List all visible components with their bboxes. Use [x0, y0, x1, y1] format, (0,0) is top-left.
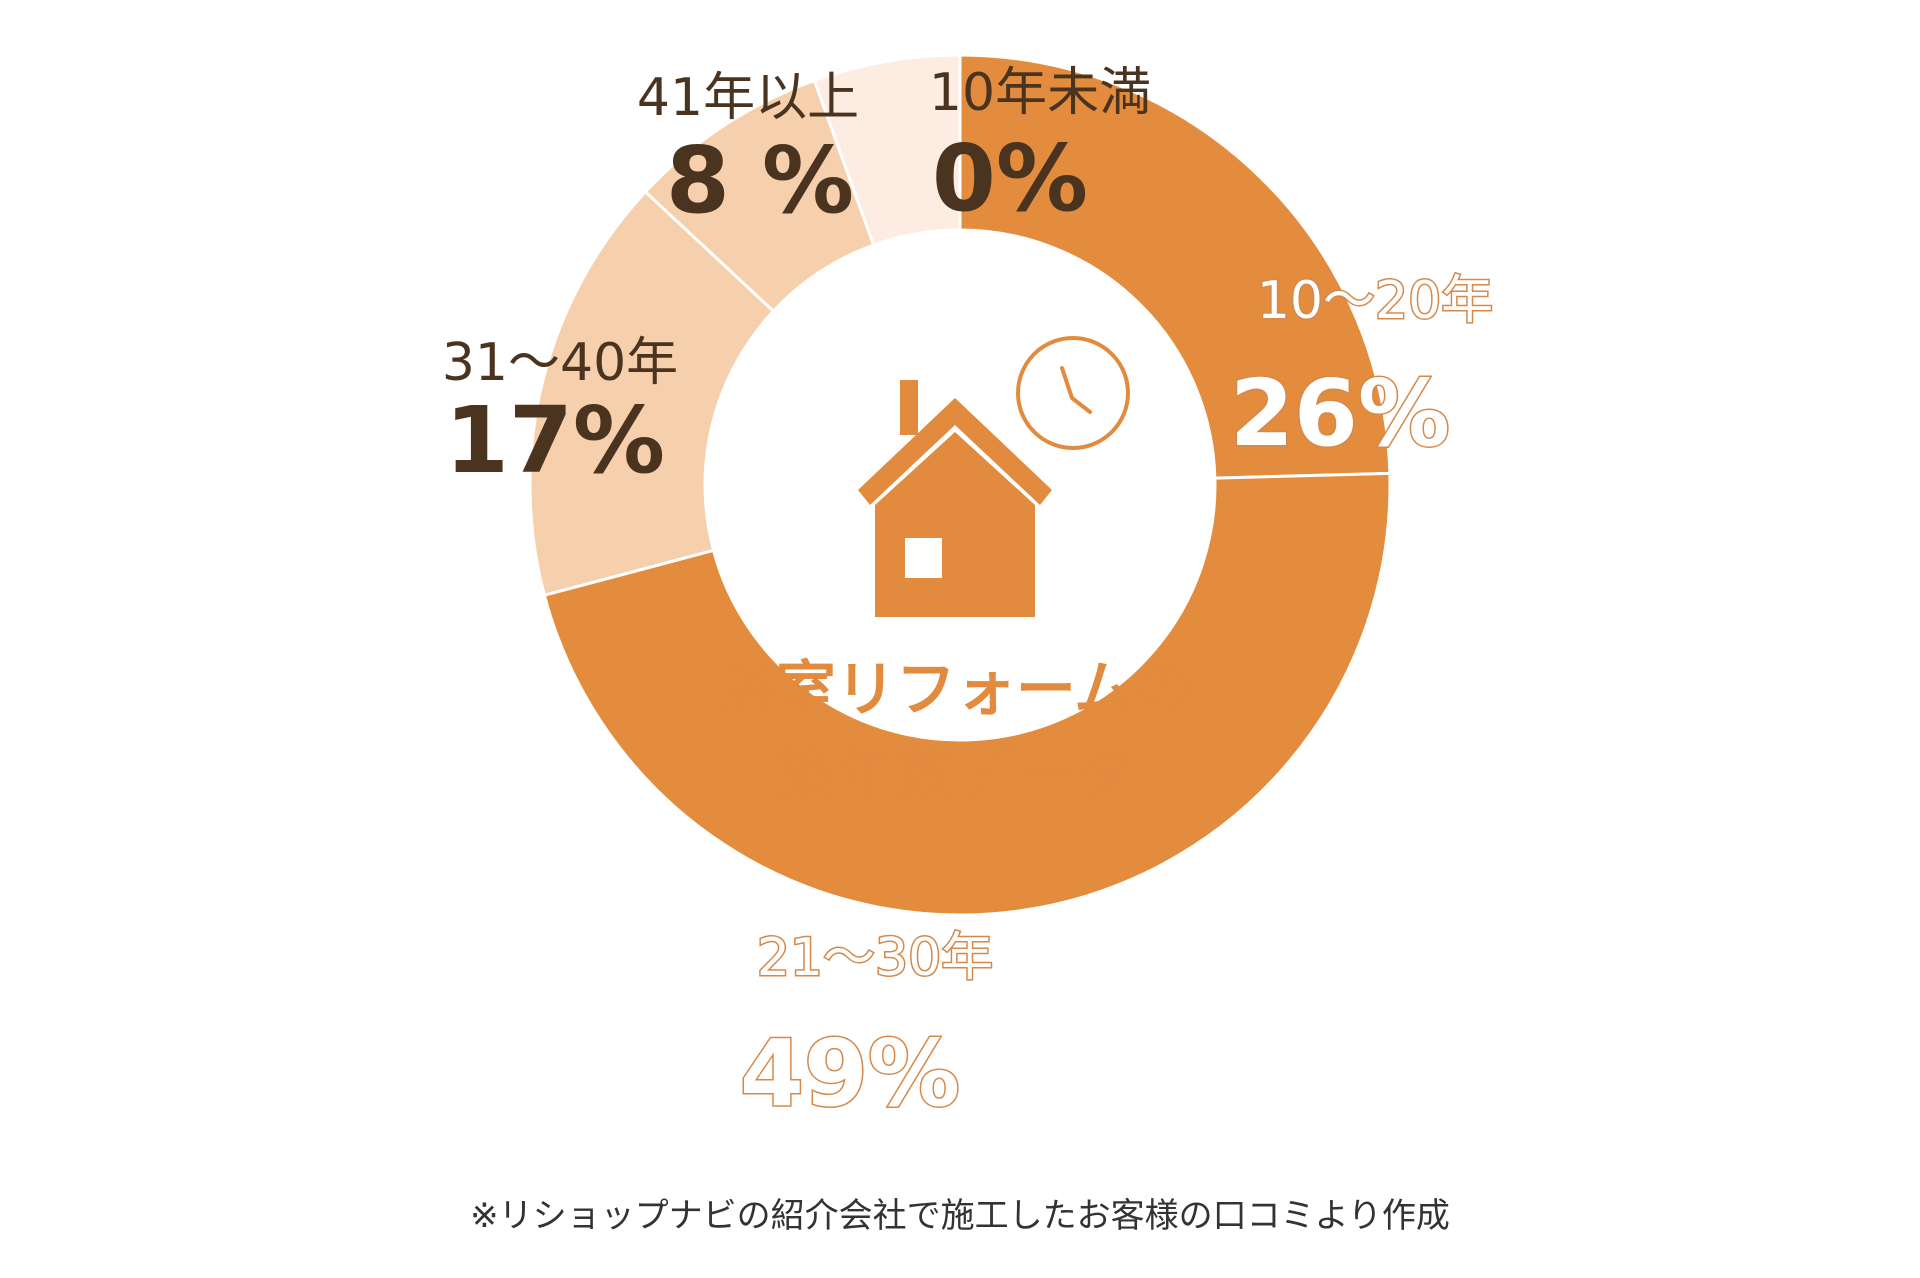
value-label-31-40: 17% — [445, 387, 665, 494]
category-label-10-20: 10〜20年 — [1257, 271, 1493, 331]
clock-icon — [1016, 336, 1130, 450]
center-title-line2: 築年数データ — [775, 740, 1135, 810]
donut-slice-2 — [542, 471, 1392, 917]
donut-slice-3 — [528, 189, 776, 598]
house-icon — [858, 380, 1052, 617]
donut-slice-0 — [812, 53, 962, 247]
category-label-21-30: 21〜30年 — [757, 928, 993, 988]
value-label-under10: 0% — [932, 125, 1088, 232]
category-label-under10: 10年未満 — [929, 63, 1151, 123]
donut-segments — [528, 53, 1392, 917]
donut-slice-1 — [958, 53, 1392, 480]
value-label-10-20: 26% — [1230, 360, 1450, 467]
value-label-21-30: 49% — [740, 1020, 960, 1127]
center-title-line1: 浴室リフォームの — [716, 655, 1194, 725]
category-label-41plus: 41年以上 — [637, 68, 859, 128]
value-label-41plus: 8 % — [666, 127, 854, 234]
category-label-31-40: 31〜40年 — [442, 333, 678, 393]
footnote: ※リショップナビの紹介会社で施工したお客様の口コミより作成 — [470, 1196, 1450, 1236]
